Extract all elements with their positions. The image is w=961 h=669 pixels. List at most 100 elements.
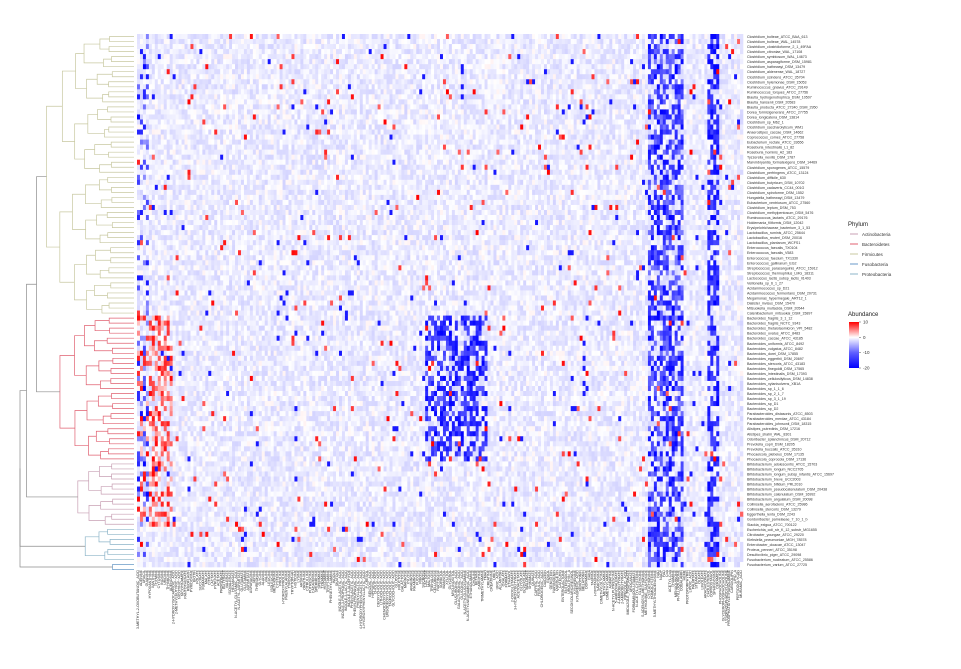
- heatmap-cell: [597, 109, 601, 115]
- heatmap-cell: [650, 104, 655, 110]
- heatmap-cell: [493, 139, 497, 145]
- heatmap-cell: [327, 49, 331, 55]
- heatmap-cell: [505, 34, 509, 40]
- heatmap-cell: [523, 149, 527, 155]
- heatmap-cell: [261, 49, 266, 55]
- heatmap-cell: [309, 139, 313, 145]
- heatmap-cell: [336, 99, 340, 105]
- heatmap-cell: [193, 64, 197, 70]
- dendrogram-branch: [94, 320, 110, 332]
- heatmap-cell: [181, 49, 185, 55]
- heatmap-cell: [567, 139, 572, 145]
- heatmap-cell: [145, 109, 150, 115]
- heatmap-cell: [585, 59, 589, 65]
- heatmap-cell: [677, 69, 681, 75]
- heatmap-cell: [389, 129, 393, 135]
- heatmap-cell: [151, 39, 156, 45]
- heatmap-cell: [671, 99, 675, 105]
- heatmap-cell: [252, 144, 257, 150]
- heatmap-cell: [193, 119, 197, 125]
- heatmap-cell: [481, 39, 485, 45]
- heatmap-cell: [573, 79, 577, 85]
- heatmap-cell: [318, 44, 322, 50]
- heatmap-cell: [398, 79, 402, 85]
- heatmap-cell: [383, 59, 387, 65]
- heatmap-cell: [401, 124, 405, 130]
- heatmap-cell: [650, 69, 655, 75]
- heatmap-cell: [647, 34, 652, 40]
- heatmap-cell: [392, 49, 396, 55]
- heatmap-cell: [282, 34, 286, 40]
- heatmap-cell: [698, 64, 702, 70]
- heatmap-cell: [440, 79, 444, 85]
- heatmap-cell: [249, 39, 254, 45]
- heatmap-cell: [386, 44, 390, 50]
- heatmap-cell: [270, 124, 274, 130]
- heatmap-cell: [187, 119, 191, 125]
- heatmap-cell: [205, 129, 209, 135]
- heatmap-cell: [615, 94, 619, 100]
- heatmap-cell: [306, 59, 310, 65]
- heatmap-cell: [306, 104, 310, 110]
- heatmap-cell: [350, 39, 355, 45]
- heatmap-cell: [701, 129, 705, 135]
- heatmap-cell: [365, 124, 370, 130]
- heatmap-cell: [235, 124, 239, 130]
- heatmap-cell: [475, 104, 479, 110]
- heatmap-cell: [472, 124, 476, 130]
- heatmap-cell: [235, 39, 239, 45]
- heatmap-cell: [386, 134, 390, 140]
- heatmap-cell: [142, 84, 147, 90]
- heatmap-cell: [451, 139, 456, 145]
- heatmap-cell: [514, 149, 518, 155]
- heatmap-cell: [523, 104, 527, 110]
- heatmap-cell: [722, 44, 726, 50]
- heatmap-cell: [457, 39, 462, 45]
- heatmap-cell: [148, 149, 153, 155]
- heatmap-cell: [255, 39, 260, 45]
- heatmap-cell: [567, 109, 572, 115]
- heatmap-cell: [591, 69, 595, 75]
- heatmap-cell: [294, 144, 298, 150]
- heatmap-cell: [719, 149, 723, 155]
- heatmap-cell: [440, 34, 444, 40]
- heatmap-cell: [249, 69, 254, 75]
- heatmap-cell: [437, 149, 441, 155]
- heatmap-cell: [448, 59, 453, 65]
- heatmap-cell: [425, 44, 429, 50]
- heatmap-cell: [407, 94, 411, 100]
- heatmap-cell: [217, 94, 221, 100]
- heatmap-cell: [520, 39, 524, 45]
- heatmap-cell: [398, 129, 402, 135]
- heatmap-cell: [356, 149, 361, 155]
- heatmap-cell: [713, 74, 717, 80]
- heatmap-cell: [576, 119, 580, 125]
- heatmap-cell: [680, 124, 684, 130]
- heatmap-cell: [235, 104, 239, 110]
- heatmap-cell: [677, 129, 681, 135]
- heatmap-cell: [636, 69, 640, 75]
- heatmap-cell: [499, 44, 503, 50]
- heatmap-cell: [683, 94, 687, 100]
- heatmap-cell: [710, 79, 714, 85]
- heatmap-cell: [252, 129, 257, 135]
- heatmap-cell: [137, 139, 141, 145]
- heatmap-cell: [217, 89, 221, 95]
- heatmap-cell: [377, 109, 381, 115]
- heatmap-cell: [374, 69, 378, 75]
- heatmap-cell: [157, 49, 162, 55]
- heatmap-cell: [312, 129, 316, 135]
- heatmap-cell: [190, 74, 194, 80]
- heatmap-cell: [460, 139, 465, 145]
- heatmap-cell: [404, 119, 408, 125]
- heatmap-cell: [716, 59, 720, 65]
- heatmap-cell: [196, 69, 200, 75]
- heatmap-cell: [386, 109, 390, 115]
- heatmap-cell: [686, 104, 690, 110]
- heatmap-cell: [484, 34, 488, 40]
- heatmap-cell: [529, 54, 533, 60]
- heatmap-cell: [217, 114, 221, 120]
- heatmap-cell: [499, 104, 503, 110]
- heatmap-cell: [716, 44, 720, 50]
- heatmap-cell: [683, 54, 687, 60]
